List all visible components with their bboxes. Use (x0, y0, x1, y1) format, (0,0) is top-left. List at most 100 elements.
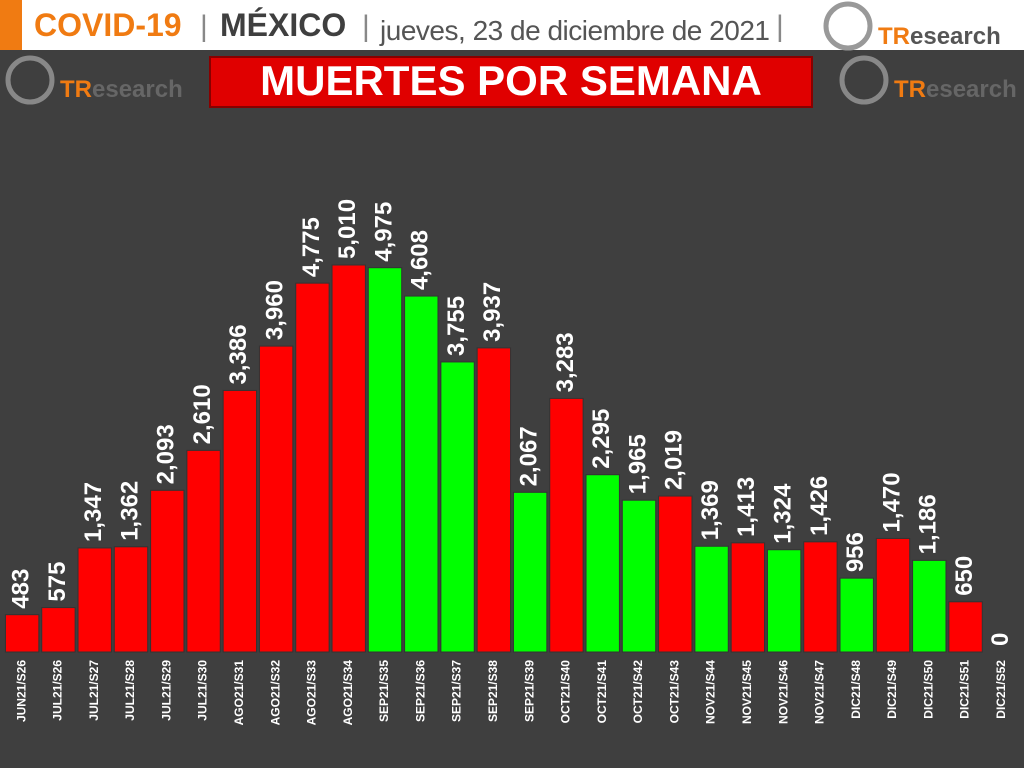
x-tick-label: OCT21/S40 (559, 660, 573, 724)
header-band (0, 0, 820, 50)
bar (113, 546, 149, 653)
x-tick-label: AGO21/S32 (268, 660, 282, 726)
value-label: 1,186 (915, 494, 942, 554)
logo-rest: esearch (92, 76, 183, 103)
bar (803, 541, 838, 653)
bar (912, 559, 947, 653)
x-tick-label: SEP21/S36 (413, 660, 427, 722)
x-tick-label: AGO21/S34 (341, 660, 355, 726)
logo: TResearch (823, 1, 1001, 51)
value-label: 2,610 (189, 384, 216, 444)
value-label: 1,426 (806, 476, 833, 536)
value-label: 2,093 (153, 424, 180, 484)
x-tick-label: SEP21/S35 (377, 660, 391, 722)
bar (295, 282, 330, 653)
value-label: 2,019 (661, 430, 688, 490)
value-label: 3,755 (443, 296, 470, 356)
header-sep: | (362, 10, 370, 43)
logo-rest: esearch (926, 76, 1017, 103)
bar (258, 345, 294, 653)
bar (766, 549, 802, 653)
header-title: COVID-19 (34, 7, 182, 43)
value-label: 3,283 (552, 332, 579, 392)
bar (440, 361, 475, 653)
header-accent (0, 0, 22, 50)
x-tick-label: OCT21/S43 (667, 660, 681, 724)
value-label: 575 (44, 562, 71, 602)
logo-text: TResearch (878, 23, 1001, 50)
value-label: 5,010 (334, 199, 361, 259)
bar (549, 397, 584, 653)
x-tick-label: NOV21/S47 (813, 660, 827, 724)
value-label: 4,608 (407, 230, 434, 290)
logo-text: TResearch (894, 76, 1017, 103)
bar (150, 489, 185, 653)
bar (839, 577, 874, 653)
logo-mark: TR (894, 76, 926, 103)
x-tick-label: DIC21/S50 (921, 660, 935, 719)
x-tick-label: JUL21/S30 (196, 660, 210, 721)
value-label: 483 (7, 569, 34, 609)
x-tick-label: JUL21/S28 (123, 660, 137, 721)
header-sep: | (776, 10, 784, 43)
bar (621, 499, 657, 653)
x-tick-label: DIC21/S51 (958, 660, 972, 719)
value-label: 3,937 (479, 282, 506, 342)
value-label: 2,067 (515, 426, 542, 486)
logo-text: TResearch (60, 76, 183, 103)
logo-icon (823, 1, 873, 51)
bar (730, 542, 766, 653)
x-tick-label: DIC21/S49 (885, 660, 899, 719)
bar (186, 449, 221, 653)
x-tick-label: NOV21/S44 (704, 660, 718, 724)
logo-icon (5, 55, 55, 105)
bar (77, 547, 112, 653)
logo-rest: esearch (910, 23, 1001, 50)
value-label: 1,369 (697, 480, 724, 540)
x-tick-label: OCT21/S41 (595, 660, 609, 724)
x-tick-label: DIC21/S48 (849, 660, 863, 719)
x-tick-label: DIC21/S52 (994, 660, 1008, 719)
value-label: 1,965 (624, 434, 651, 494)
value-label: 1,470 (878, 472, 905, 532)
value-label: 1,413 (733, 477, 760, 537)
logo-icon (839, 55, 889, 105)
header-date: jueves, 23 de diciembre de 2021 (379, 15, 770, 46)
value-label: 956 (842, 532, 869, 572)
x-tick-label: SEP21/S38 (486, 660, 500, 722)
title-box (209, 56, 813, 108)
header-country: MÉXICO (220, 7, 346, 43)
value-label: 650 (951, 556, 978, 596)
value-label: 3,386 (225, 324, 252, 384)
chart-title: MUERTES POR SEMANA (260, 57, 762, 104)
x-tick-label: SEP21/S39 (522, 660, 536, 722)
value-label: 3,960 (261, 280, 288, 340)
bar (222, 389, 258, 653)
bar (512, 491, 548, 653)
bar (658, 495, 693, 653)
x-tick-label: JUL21/S29 (159, 660, 173, 721)
logo-mark: TR (60, 76, 92, 103)
x-tick-label: NOV21/S45 (740, 660, 754, 724)
logo: TResearch (5, 55, 183, 105)
x-tick-label: AGO21/S31 (232, 660, 246, 726)
value-label: 0 (987, 633, 1014, 646)
value-label: 2,295 (588, 409, 615, 469)
x-tick-label: JUN21/S26 (14, 660, 28, 722)
x-tick-label: OCT21/S42 (631, 660, 645, 724)
bar (476, 347, 512, 653)
header-band (820, 0, 1024, 50)
value-label: 4,975 (370, 202, 397, 262)
value-label: 1,324 (769, 483, 796, 544)
value-label: 4,775 (298, 217, 325, 277)
bar (404, 295, 439, 653)
header-sep: | (200, 10, 208, 43)
x-tick-label: JUL21/S27 (87, 660, 101, 721)
value-label: 1,362 (116, 481, 143, 541)
bar (4, 614, 40, 653)
x-tick-label: NOV21/S46 (776, 660, 790, 724)
x-tick-label: SEP21/S37 (450, 660, 464, 722)
